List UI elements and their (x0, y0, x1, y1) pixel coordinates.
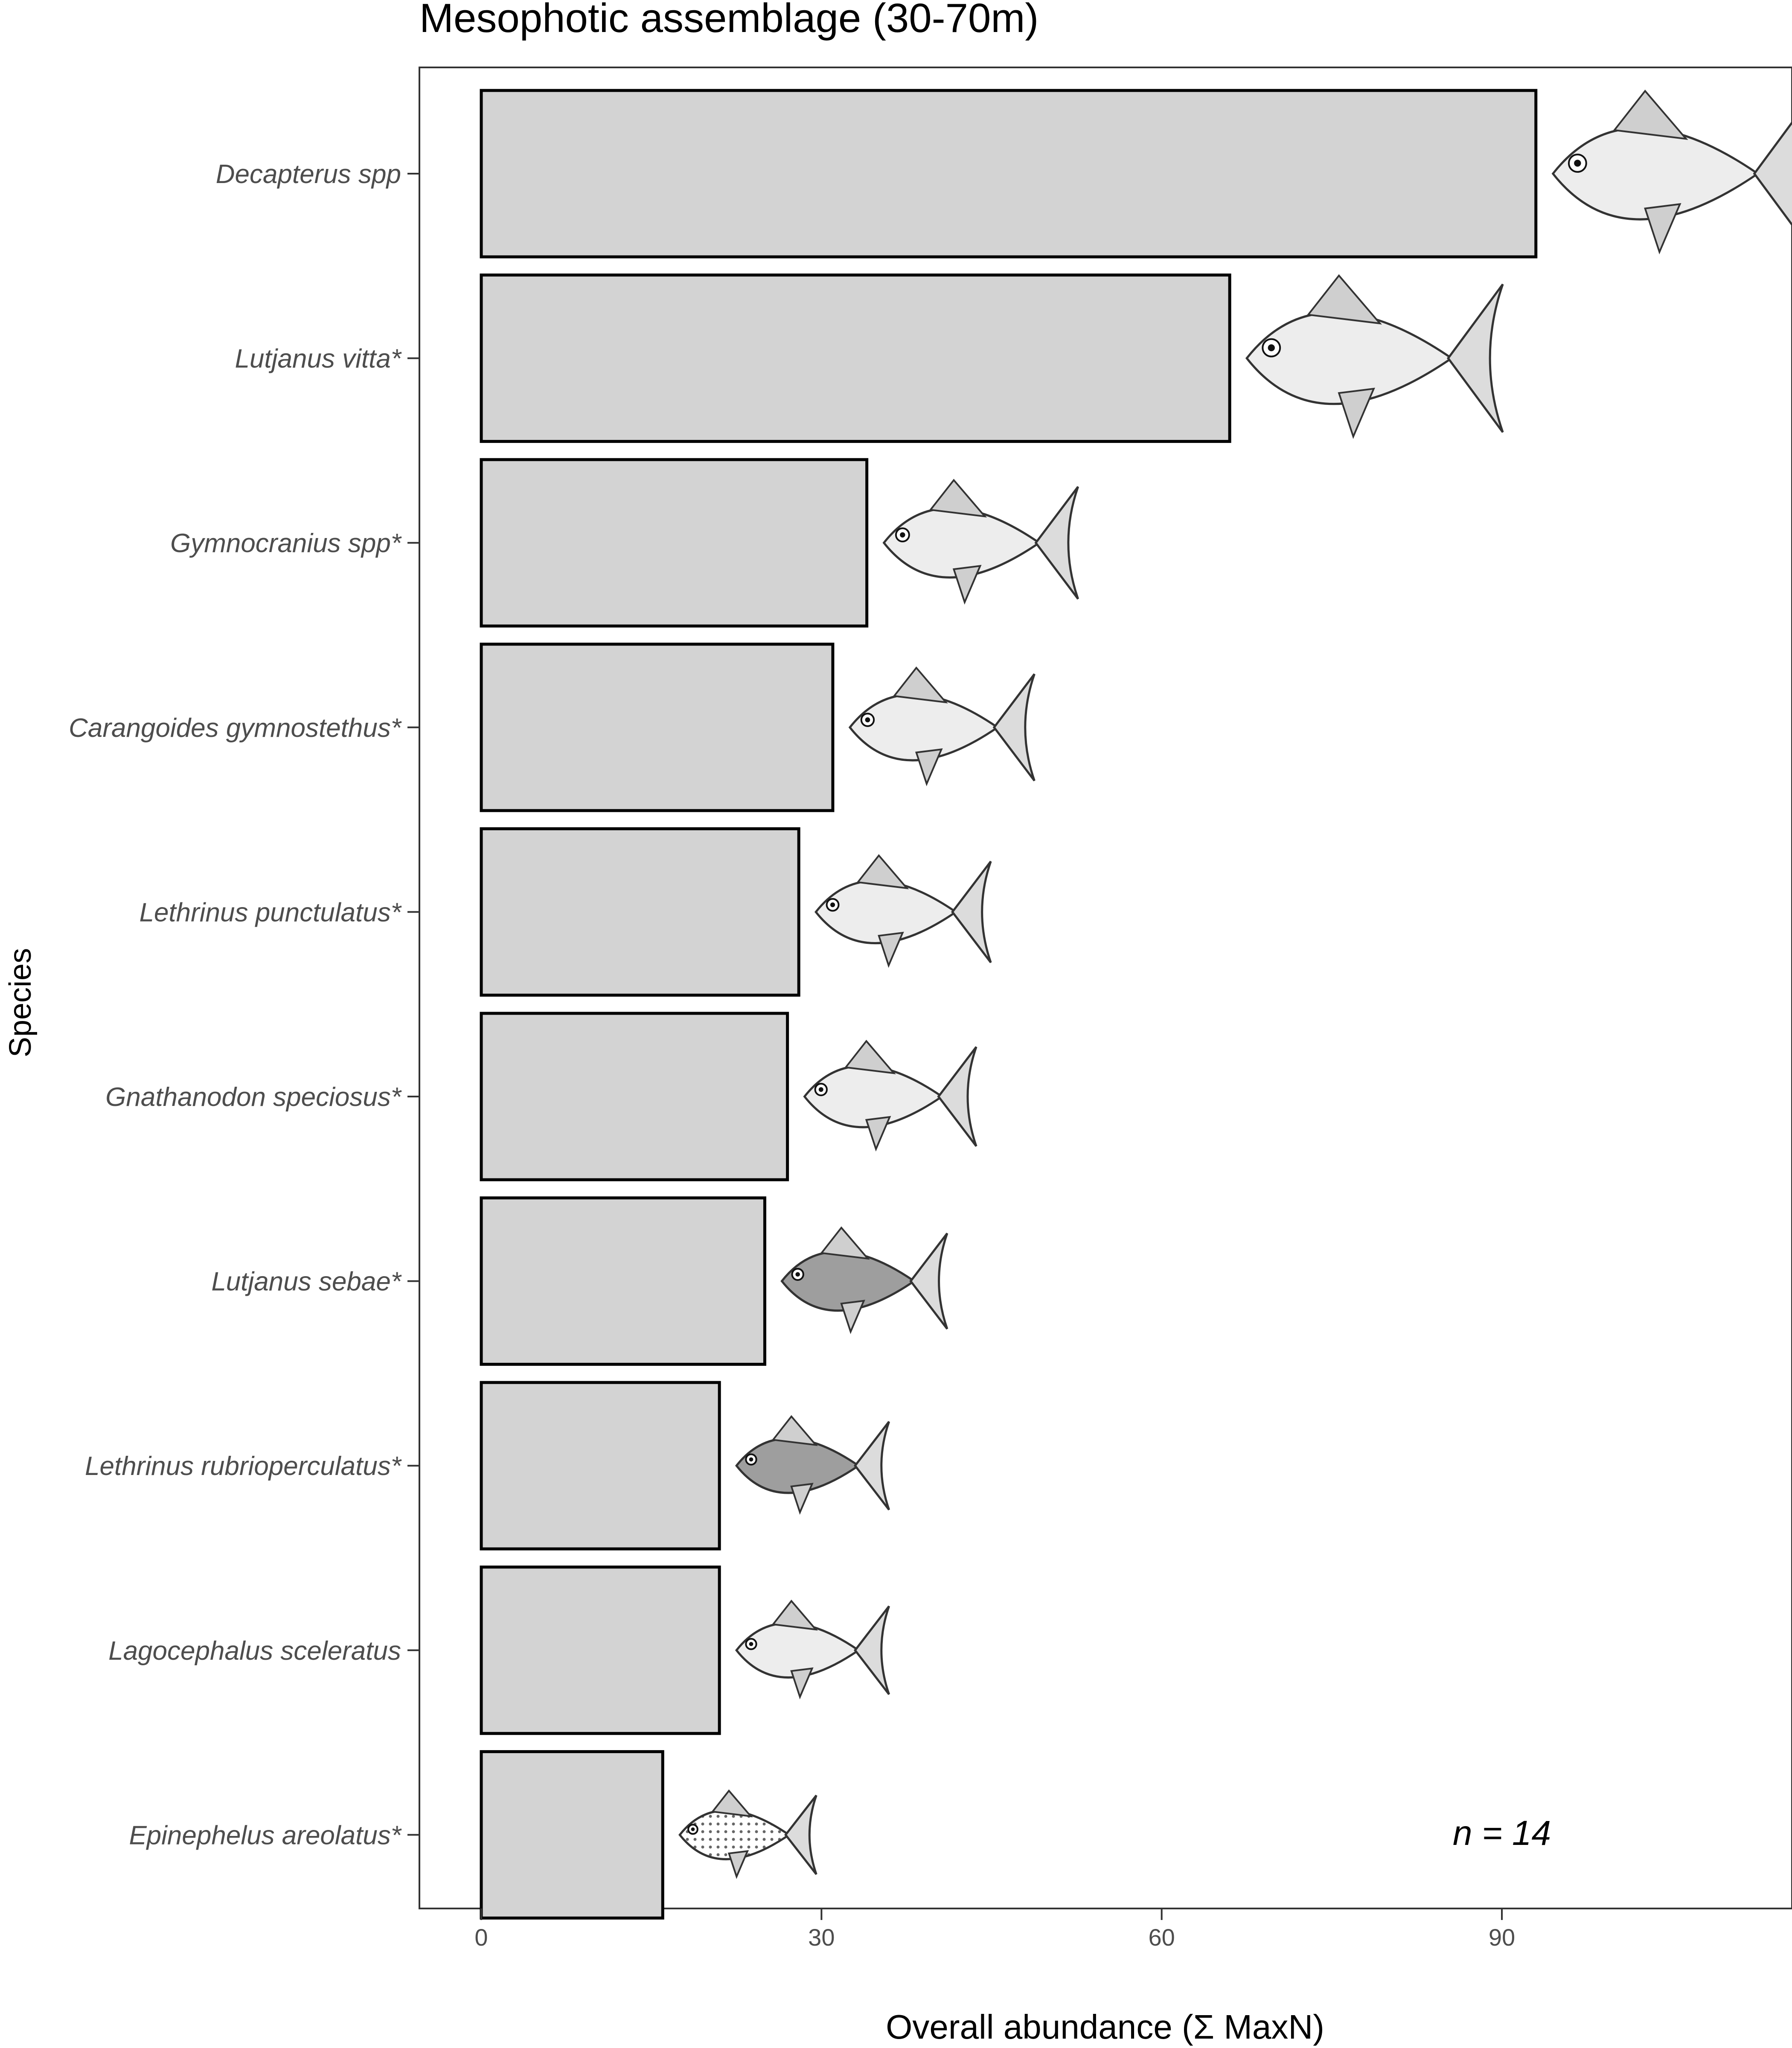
fish-illustration-icon (803, 1039, 977, 1152)
fish-illustration-icon (882, 479, 1079, 605)
category-label: Lutjanus vitta* (235, 344, 402, 374)
fish-illustration-icon (1245, 274, 1504, 439)
x-tick-label: 90 (1489, 1924, 1515, 1951)
x-tick-label: 60 (1149, 1924, 1175, 1951)
category-label: Carangoides gymnostethus* (69, 713, 402, 743)
fish-illustration-icon (848, 666, 1036, 786)
bar (480, 89, 1538, 259)
category-label: Lethrinus rubrioperculatus* (85, 1452, 402, 1481)
bar (480, 1381, 721, 1551)
fish-illustration-icon (780, 1226, 948, 1334)
fish-illustration-icon (815, 854, 992, 968)
category-label: Lethrinus punctulatus* (139, 898, 401, 927)
category-label: Decapterus spp (216, 160, 401, 189)
category-label: Gymnocranius spp* (170, 529, 402, 558)
bar (480, 458, 869, 628)
bar (480, 1196, 766, 1366)
bar (480, 1750, 664, 1920)
bar (480, 1565, 721, 1735)
bar (480, 643, 835, 812)
category-label: Epinephelus areolatus* (129, 1821, 402, 1850)
fish-illustrations (678, 90, 1792, 1879)
category-label: Lutjanus sebae* (211, 1267, 402, 1297)
x-tick-label: 30 (808, 1924, 835, 1951)
y-ticks (407, 173, 419, 1836)
fish-illustration-icon (735, 1415, 890, 1515)
x-tick-label: 0 (474, 1924, 488, 1951)
x-axis-label: Overall abundance (Σ MaxN) (886, 2008, 1324, 2046)
sample-size-annotation: n = 14 (1453, 1814, 1551, 1853)
fish-illustration-icon (735, 1600, 890, 1699)
fish-illustration-icon (678, 1789, 817, 1879)
category-label: Lagocephalus sceleratus (108, 1636, 401, 1666)
bars (480, 89, 1538, 1920)
x-axis-ticks: 0 30 60 90 (474, 1908, 1515, 1951)
chart-title: Mesophotic assemblage (30-70m) (419, 0, 1039, 41)
fish-illustration-icon (1551, 90, 1792, 255)
bar (480, 273, 1231, 443)
bar (480, 827, 800, 997)
category-labels: Decapterus spp Lutjanus vitta* Gymnocraniu… (69, 160, 402, 1850)
bar (480, 1012, 789, 1181)
y-axis-label: Species (3, 948, 38, 1057)
category-label: Gnathanodon speciosus* (105, 1082, 402, 1112)
